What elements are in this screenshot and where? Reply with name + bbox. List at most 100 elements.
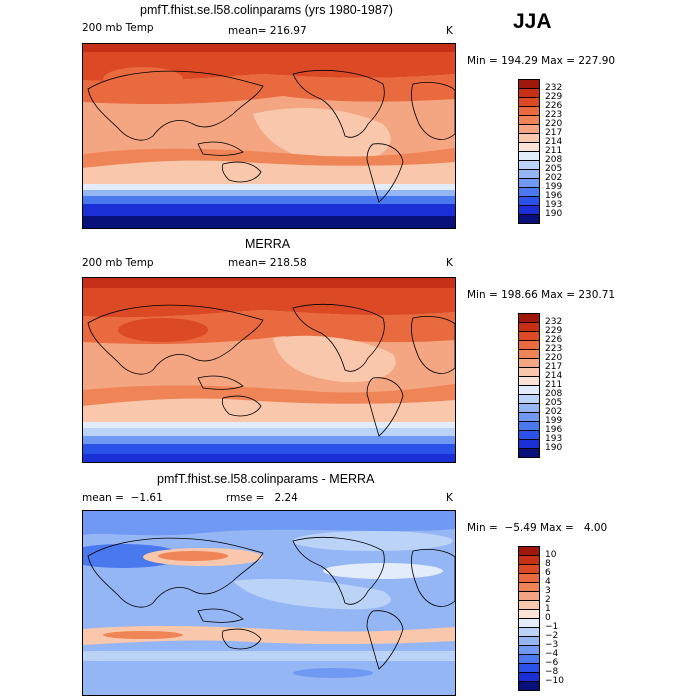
panel3-northamerica-outline xyxy=(292,536,385,605)
panel2-asia-outline xyxy=(87,304,264,375)
panel3-patch-south-warm-core xyxy=(103,631,183,639)
panel1-cbar-label: 193 xyxy=(545,200,563,210)
panel1-cbar-label: 220 xyxy=(545,119,563,129)
panel1-cbar-label: 226 xyxy=(545,101,563,111)
panel2-cbar-label: 226 xyxy=(545,335,563,345)
panel3-patch-warm-core xyxy=(158,551,228,561)
panel2-band-transition xyxy=(83,422,455,428)
panel1-cbar-label: 205 xyxy=(545,164,563,174)
panel3-cbar-label: 6 xyxy=(545,568,551,578)
panel2-title: MERRA xyxy=(245,237,291,251)
panel3-coastlines xyxy=(87,536,455,670)
panel3-band-south-warm xyxy=(83,625,455,645)
panel3-cbar-label: −10 xyxy=(545,676,564,686)
panel2-band-north-warm xyxy=(83,288,455,318)
panel3-rmse-label: rmse = 2.24 xyxy=(226,492,298,504)
panel1-map-svg xyxy=(83,44,455,228)
panel3-australia-outline xyxy=(221,628,262,650)
panel2-cbar-label: 211 xyxy=(545,380,563,390)
panel2-band-south-light xyxy=(83,398,455,422)
panel1-colorbar-swatch xyxy=(518,214,540,224)
panel1-band-cold2 xyxy=(83,196,455,204)
panel1-cbar-label: 223 xyxy=(545,110,563,120)
panel3-patch-antarctic xyxy=(293,668,373,678)
panel2-colorbar-swatch xyxy=(518,448,540,458)
panel2-band-cold3 xyxy=(83,444,455,454)
panel1-minmax-label: Min = 194.29 Max = 227.90 xyxy=(467,55,616,67)
panel3-cbar-label: −6 xyxy=(545,658,559,668)
panel2-units-label: K xyxy=(446,257,453,269)
panel2-cbar-label: 196 xyxy=(545,425,563,435)
panel3-patch-north-pacific xyxy=(293,531,453,551)
panel2-cbar-label: 214 xyxy=(545,371,563,381)
panel2-map-svg xyxy=(83,278,455,462)
panel1-band-cold1 xyxy=(83,190,455,196)
panel2-africa-outline xyxy=(411,316,455,374)
panel3-indonesia-outline xyxy=(197,608,244,623)
panel1-cbar-label: 190 xyxy=(545,209,563,219)
panel1-units-label: K xyxy=(446,25,453,37)
panel3-colorbar-swatch xyxy=(518,681,540,691)
panel1-band-cold3 xyxy=(83,204,455,216)
panel3-cbar-label: −3 xyxy=(545,640,559,650)
panel1-cbar-label: 208 xyxy=(545,155,563,165)
panel3-band-subpolar xyxy=(83,651,455,661)
panel1-cbar-label: 232 xyxy=(545,83,563,93)
panel3-southamerica-outline xyxy=(366,610,404,670)
panel3-asia-outline xyxy=(87,537,264,608)
panel1-mean-label: mean= 216.97 xyxy=(228,25,307,37)
panel2-colorbar xyxy=(518,313,540,458)
panel1-cbar-label: 199 xyxy=(545,182,563,192)
panel2-cbar-label: 199 xyxy=(545,416,563,426)
panel3-patch-atlantic xyxy=(323,563,443,579)
panel3-band-north xyxy=(83,511,455,536)
panel3-cbar-label: 8 xyxy=(545,559,551,569)
panel2-southamerica-outline xyxy=(366,377,404,437)
panel2-band-polar-north xyxy=(83,278,455,288)
panel1-patch-pacific xyxy=(253,108,391,164)
panel2-coastlines xyxy=(87,303,455,437)
panel2-band-cold2 xyxy=(83,436,455,444)
panel1-coastlines xyxy=(87,69,455,203)
panel3-africa-outline xyxy=(411,549,455,607)
panel2-cbar-label: 205 xyxy=(545,398,563,408)
panel2-cbar-label: 190 xyxy=(545,443,563,453)
panel2-mean-label: mean= 218.58 xyxy=(228,257,307,269)
panel2-northamerica-outline xyxy=(292,303,385,372)
panel3-cbar-label: 2 xyxy=(545,595,551,605)
panel3-cbar-label: −8 xyxy=(545,667,559,677)
panel2-band-cold1 xyxy=(83,428,455,436)
panel1-cbar-label: 214 xyxy=(545,137,563,147)
panel1-title: pmfT.fhist.se.l58.colinparams (yrs 1980-… xyxy=(140,3,393,17)
panel3-map xyxy=(82,510,456,696)
panel3-map-svg xyxy=(83,511,455,695)
panel1-southamerica-outline xyxy=(366,143,404,203)
panel3-band-polar-south xyxy=(83,661,455,695)
panel1-patch-central-asia xyxy=(203,76,263,92)
panel1-band-south-warm xyxy=(83,148,455,168)
panel1-band-south-light xyxy=(83,160,455,184)
panel2-minmax-label: Min = 198.66 Max = 230.71 xyxy=(467,289,616,301)
panel2-band-polar-south xyxy=(83,454,455,462)
panel1-band-transition xyxy=(83,184,455,190)
panel2-patch-asia xyxy=(118,318,208,342)
panel2-cbar-label: 217 xyxy=(545,362,563,372)
panel1-colorbar xyxy=(518,79,540,224)
panel2-cbar-label: 202 xyxy=(545,407,563,417)
panel2-cbar-label: 232 xyxy=(545,317,563,327)
panel1-band-polar-north xyxy=(83,44,455,52)
panel1-cbar-label: 196 xyxy=(545,191,563,201)
panel1-patch-asia xyxy=(103,67,183,91)
panel1-africa-outline xyxy=(411,82,455,140)
panel2-cbar-label: 208 xyxy=(545,389,563,399)
panel1-asia-outline xyxy=(87,70,264,141)
panel3-cbar-label: 10 xyxy=(545,550,557,560)
panel1-cbar-label: 202 xyxy=(545,173,563,183)
panel2-map xyxy=(82,277,456,463)
panel2-cbar-label: 193 xyxy=(545,434,563,444)
panel2-cbar-label: 229 xyxy=(545,326,563,336)
panel3-cbar-label: 0 xyxy=(545,613,551,623)
panel2-patch-pacific xyxy=(273,335,396,383)
panel3-title: pmfT.fhist.se.l58.colinparams - MERRA xyxy=(157,472,375,486)
panel1-band-polar-south xyxy=(83,216,455,228)
